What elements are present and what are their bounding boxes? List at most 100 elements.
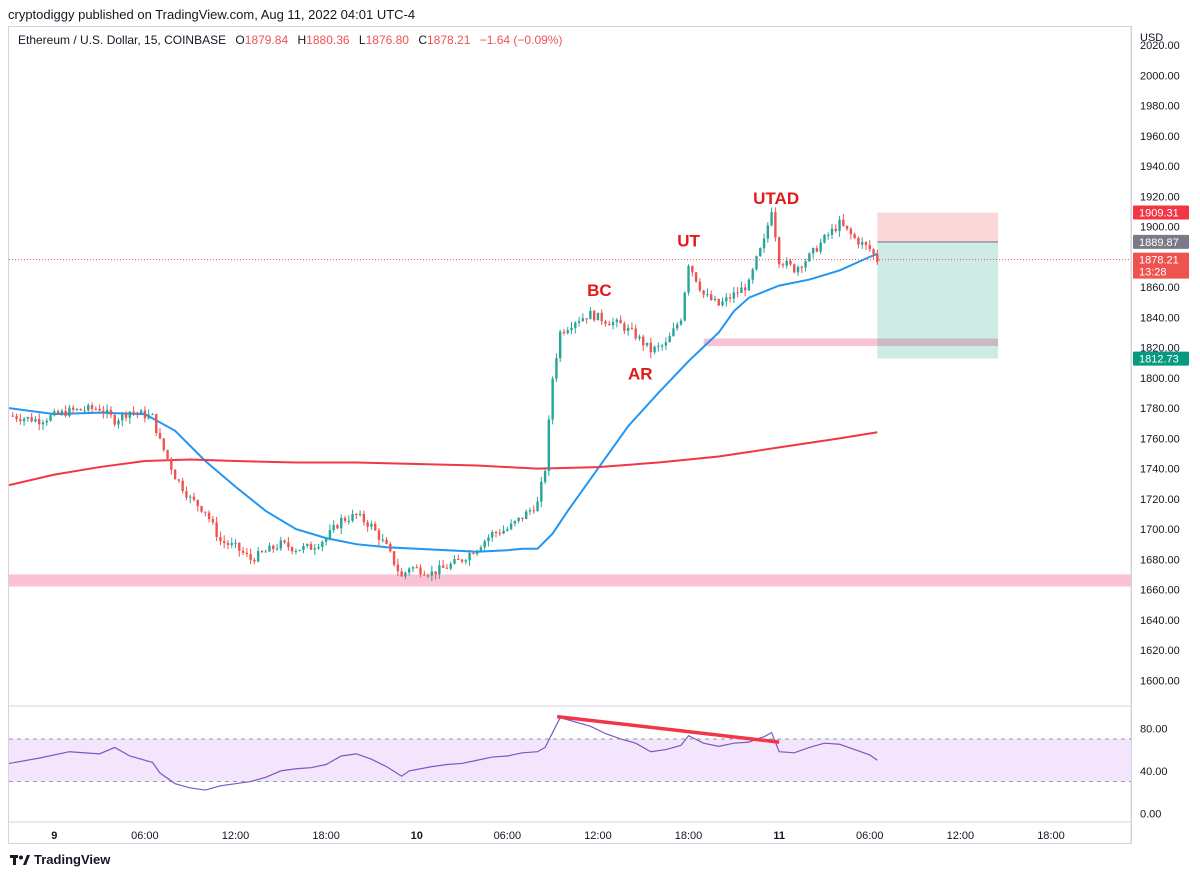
candle-body [132,411,135,413]
candle-body [634,328,637,339]
candle-body [226,543,230,545]
candle [366,519,369,532]
candle-body [857,238,860,245]
candle-body [740,287,743,293]
candle [468,549,471,567]
candle-body [645,342,649,346]
x-tick-label: 12:00 [947,830,975,842]
legend-high: 1880.36 [306,33,350,47]
candle-body [272,545,275,549]
candle [528,507,532,515]
candle [747,278,751,291]
x-tick-label: 9 [51,830,57,842]
candle-body [589,310,592,320]
candle [358,510,362,517]
chart-legend: Ethereum / U.S. Dollar, 15, COINBASE O18… [18,33,562,47]
candle-body [838,219,841,232]
candle-body [827,234,830,236]
candle [823,233,826,244]
price-tag-label: 1909.31 [1139,208,1179,220]
zone-support [9,574,1131,587]
candle-body [785,260,788,266]
candle-body [94,408,98,410]
candle [525,509,528,520]
candle [155,414,158,437]
tradingview-footer[interactable]: TradingView [10,852,110,867]
legend-open-label: O [235,33,245,47]
candle-body [687,265,690,293]
candle-body [664,342,668,346]
candle [98,404,101,412]
candle [230,537,233,549]
candle-body [611,322,615,326]
candle-body [404,572,407,577]
candle-body [759,248,762,257]
x-tick-label: 18:00 [1037,830,1065,842]
candle [306,543,309,549]
candle [547,415,551,477]
candle-body [861,242,864,245]
price-tag-countdown: 13:28 [1139,267,1167,279]
candle [158,427,162,440]
candle [283,539,286,545]
y-tick-label: 2020.00 [1140,40,1180,52]
candle-body [321,541,324,547]
candle-body [845,225,849,229]
candle-body [287,542,290,548]
candle [653,345,656,355]
candle [660,343,664,351]
candle-body [438,565,441,575]
candle [132,406,135,417]
candle [683,291,686,322]
candle-body [370,523,373,527]
candle [404,571,407,580]
candle [789,258,792,267]
candle [453,555,456,565]
candle-body [709,294,713,300]
candle-body [849,228,853,235]
candle-body [415,567,418,569]
candle [181,477,184,494]
candle-body [377,530,381,540]
candle [562,328,566,336]
candle [204,511,207,517]
candle [290,546,294,555]
candle-body [789,260,792,265]
y-tick-label: 1620.00 [1140,645,1180,657]
candle [728,293,732,303]
candle [645,342,649,348]
y-tick-label: 1840.00 [1140,312,1180,324]
candle [868,240,871,252]
candle [811,247,815,259]
candle [253,557,256,565]
candle-body [804,261,807,268]
candle-body [298,549,301,551]
candle [426,573,430,579]
candle [264,549,267,553]
candle [819,238,822,255]
candle-body [762,238,766,249]
candle-body [653,346,656,353]
candle-body [581,318,585,322]
candle [222,535,226,549]
candle [407,567,411,576]
candle-body [725,297,728,302]
candle-body [551,378,554,420]
candle-body [793,264,796,273]
candle [279,536,283,551]
candle-body [702,290,705,295]
candle [698,278,702,293]
legend-open: 1879.84 [244,33,289,47]
candle-body [679,320,683,325]
candle-body [185,491,188,498]
candle [38,413,41,431]
candle-body [566,330,569,334]
candle [302,543,305,554]
rsi-divergence-line [556,714,780,744]
candle-body [162,438,165,451]
candle [634,324,637,341]
candle-body [774,212,777,238]
candle-body [34,419,37,422]
candle-body [211,519,215,523]
